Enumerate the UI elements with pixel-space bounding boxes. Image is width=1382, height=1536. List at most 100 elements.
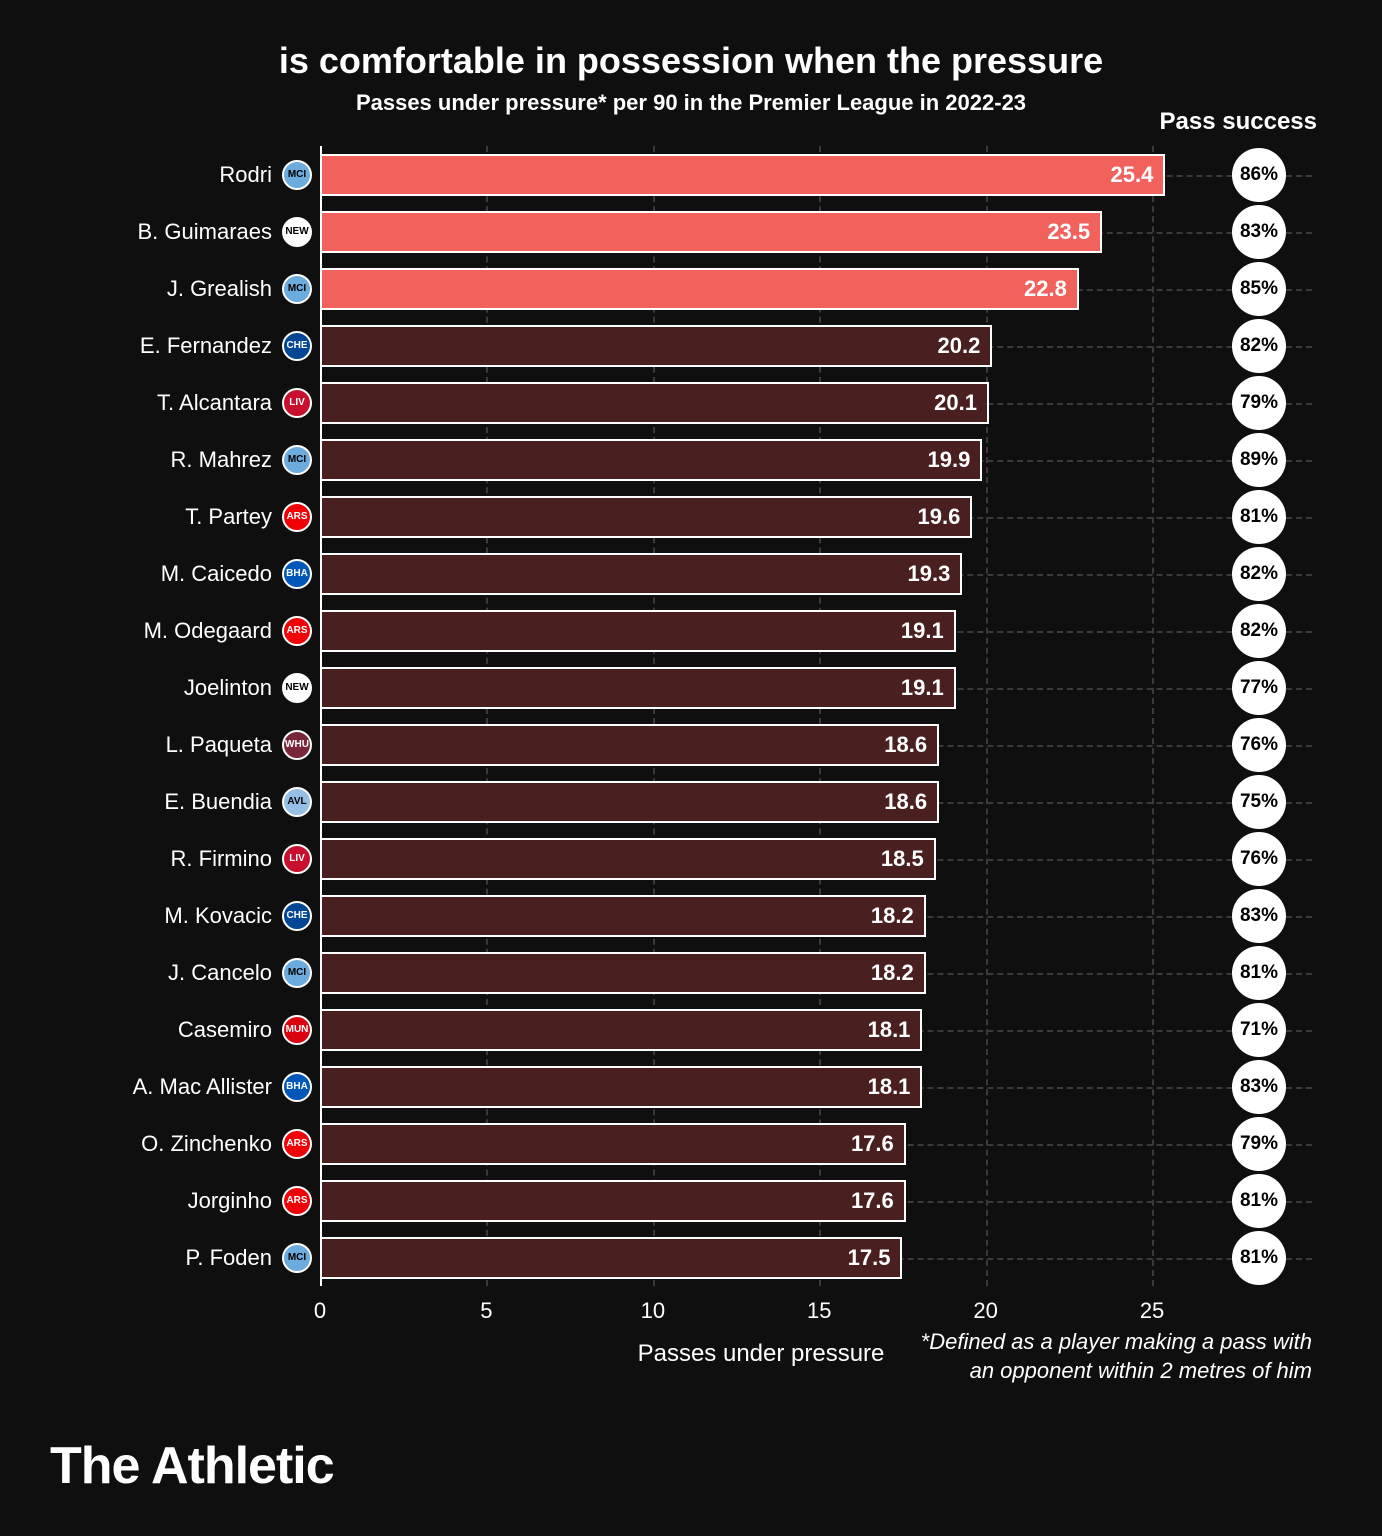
player-name: R. Firmino (171, 846, 272, 872)
player-name: P. Foden (186, 1245, 272, 1271)
club-badge-icon: ARS (282, 1129, 312, 1159)
bar: 25.4 (320, 154, 1165, 196)
footnote-line-2: an opponent within 2 metres of him (921, 1356, 1312, 1386)
chart-row: CasemiroMUN18.171% (320, 1004, 1202, 1056)
pass-success-badge: 75% (1232, 775, 1286, 829)
chart-row: E. FernandezCHE20.282% (320, 320, 1202, 372)
chart-subtitle: Passes under pressure* per 90 in the Pre… (60, 90, 1322, 116)
x-tick-label: 0 (314, 1298, 326, 1324)
club-badge-icon: CHE (282, 331, 312, 361)
club-badge-icon: CHE (282, 901, 312, 931)
bar: 19.1 (320, 610, 956, 652)
player-name: R. Mahrez (171, 447, 272, 473)
chart-rows: RodriMCI25.486%B. GuimaraesNEW23.583% J. … (320, 146, 1202, 1286)
player-name: Casemiro (178, 1017, 272, 1043)
bar: 18.6 (320, 781, 939, 823)
chart-row: R. FirminoLIV18.576% (320, 833, 1202, 885)
club-badge-icon: MCI (282, 1243, 312, 1273)
pass-success-badge: 71% (1232, 1003, 1286, 1057)
chart-row: L. PaquetaWHU18.676% (320, 719, 1202, 771)
pass-success-badge: 79% (1232, 1117, 1286, 1171)
bar: 19.9 (320, 439, 982, 481)
club-badge-icon: ARS (282, 616, 312, 646)
pass-success-badge: 81% (1232, 946, 1286, 1000)
chart-row: RodriMCI25.486% (320, 149, 1202, 201)
player-name: J. Cancelo (168, 960, 272, 986)
chart-row: A. Mac AllisterBHA18.183% (320, 1061, 1202, 1113)
pass-success-badge: 82% (1232, 547, 1286, 601)
bar: 18.2 (320, 952, 926, 994)
pass-success-badge: 81% (1232, 1231, 1286, 1285)
chart-row: M. KovacicCHE18.283% (320, 890, 1202, 942)
pass-success-badge: 83% (1232, 205, 1286, 259)
chart-row: B. GuimaraesNEW23.583% (320, 206, 1202, 258)
pass-success-badge: 85% (1232, 262, 1286, 316)
club-badge-icon: MCI (282, 958, 312, 988)
club-badge-icon: NEW (282, 217, 312, 247)
pass-success-badge: 83% (1232, 1060, 1286, 1114)
player-name: M. Caicedo (161, 561, 272, 587)
bar: 19.6 (320, 496, 972, 538)
player-name: B. Guimaraes (138, 219, 273, 245)
chart-row: T. ParteyARS19.681% (320, 491, 1202, 543)
pass-success-badge: 79% (1232, 376, 1286, 430)
club-badge-icon: NEW (282, 673, 312, 703)
pass-success-badge: 83% (1232, 889, 1286, 943)
chart-row: JoelintonNEW19.177% (320, 662, 1202, 714)
bar: 22.8 (320, 268, 1079, 310)
club-badge-icon: ARS (282, 502, 312, 532)
pass-success-badge: 77% (1232, 661, 1286, 715)
club-badge-icon: LIV (282, 844, 312, 874)
chart-row: R. MahrezMCI19.989% (320, 434, 1202, 486)
chart-row: O. ZinchenkoARS17.679% (320, 1118, 1202, 1170)
chart-title: is comfortable in possession when the pr… (60, 40, 1322, 82)
chart-area: Pass success RodriMCI25.486%B. Guimaraes… (320, 146, 1202, 1286)
club-badge-icon: AVL (282, 787, 312, 817)
player-name: Joelinton (184, 675, 272, 701)
club-badge-icon: MUN (282, 1015, 312, 1045)
pass-success-badge: 89% (1232, 433, 1286, 487)
chart-row: P. FodenMCI17.581% (320, 1232, 1202, 1284)
chart-row: M. CaicedoBHA19.382% (320, 548, 1202, 600)
brand-logo: The Athletic (50, 1436, 334, 1496)
bar: 17.6 (320, 1123, 906, 1165)
x-axis-label: Passes under pressure (638, 1340, 885, 1368)
footnote: *Defined as a player making a pass with … (921, 1327, 1312, 1386)
chart-row: M. OdegaardARS19.182% (320, 605, 1202, 657)
club-badge-icon: BHA (282, 559, 312, 589)
chart-row: T. AlcantaraLIV20.179% (320, 377, 1202, 429)
club-badge-icon: BHA (282, 1072, 312, 1102)
player-name: T. Alcantara (157, 390, 272, 416)
pass-success-badge: 86% (1232, 148, 1286, 202)
chart-row: E. BuendiaAVL18.675% (320, 776, 1202, 828)
bar: 20.1 (320, 382, 989, 424)
player-name: M. Odegaard (144, 618, 272, 644)
bar: 17.5 (320, 1237, 902, 1279)
bar: 17.6 (320, 1180, 906, 1222)
pass-success-badge: 82% (1232, 604, 1286, 658)
player-name: L. Paqueta (166, 732, 272, 758)
chart-row: J. CanceloMCI18.281% (320, 947, 1202, 999)
bar: 18.2 (320, 895, 926, 937)
player-name: T. Partey (185, 504, 272, 530)
pass-success-header: Pass success (1160, 108, 1317, 136)
footnote-line-1: *Defined as a player making a pass with (921, 1327, 1312, 1357)
x-tick-label: 10 (641, 1298, 665, 1324)
pass-success-badge: 82% (1232, 319, 1286, 373)
bar: 18.1 (320, 1066, 922, 1108)
pass-success-badge: 76% (1232, 832, 1286, 886)
chart-row: JorginhoARS17.681% (320, 1175, 1202, 1227)
bar: 19.3 (320, 553, 962, 595)
pass-success-badge: 81% (1232, 1174, 1286, 1228)
club-badge-icon: MCI (282, 160, 312, 190)
club-badge-icon: WHU (282, 730, 312, 760)
player-name: A. Mac Allister (133, 1074, 272, 1100)
bar: 18.5 (320, 838, 936, 880)
pass-success-badge: 76% (1232, 718, 1286, 772)
player-name: O. Zinchenko (141, 1131, 272, 1157)
player-name: Jorginho (188, 1188, 272, 1214)
player-name: J. Grealish (167, 276, 272, 302)
bar: 23.5 (320, 211, 1102, 253)
club-badge-icon: LIV (282, 388, 312, 418)
player-name: Rodri (219, 162, 272, 188)
